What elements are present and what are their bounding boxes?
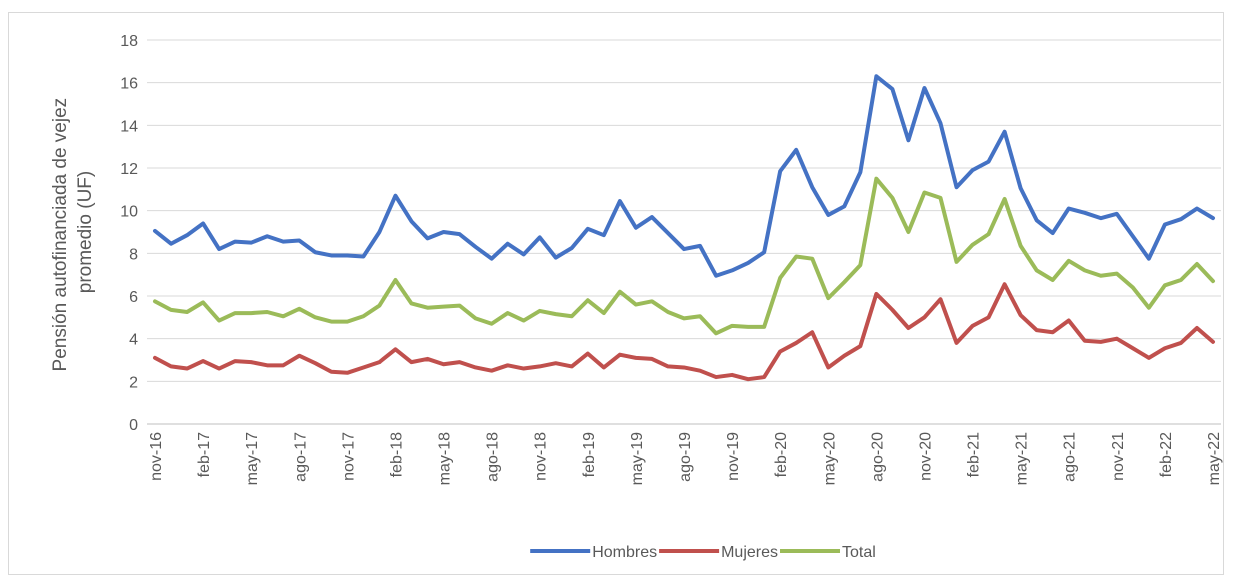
x-tick-label: feb-20 bbox=[773, 432, 790, 477]
x-tick-label: may-17 bbox=[244, 432, 261, 485]
series-line bbox=[153, 176, 1215, 336]
x-tick-label: nov-17 bbox=[340, 432, 357, 481]
y-axis-title-line: promedio (UF) bbox=[75, 171, 96, 293]
x-tick-label: feb-17 bbox=[196, 432, 213, 477]
y-tick-label: 2 bbox=[129, 374, 138, 391]
y-tick-label: 4 bbox=[129, 332, 138, 349]
x-tick-label: feb-19 bbox=[581, 432, 598, 477]
x-tick-label: feb-18 bbox=[388, 432, 405, 477]
x-tick-label: nov-16 bbox=[148, 432, 165, 481]
x-tick-label: feb-21 bbox=[966, 432, 983, 477]
y-tick-label: 6 bbox=[129, 289, 138, 306]
series-line bbox=[153, 282, 1215, 382]
chart-border bbox=[8, 12, 1224, 575]
x-tick-label: nov-20 bbox=[917, 432, 934, 481]
y-tick-label: 10 bbox=[120, 204, 138, 221]
x-tick-label: may-19 bbox=[629, 432, 646, 485]
y-tick-label: 12 bbox=[120, 161, 138, 178]
y-tick-label: 16 bbox=[120, 76, 138, 93]
y-axis-title-line: Pensión autofinanciada de vejez bbox=[50, 98, 71, 372]
x-tick-label: may-21 bbox=[1014, 432, 1031, 485]
y-axis-title: Pensión autofinanciada de vejez promedio… bbox=[50, 93, 96, 372]
x-tick-label: nov-18 bbox=[533, 432, 550, 481]
x-tick-label: may-18 bbox=[437, 432, 454, 485]
x-tick-label: ago-21 bbox=[1062, 432, 1079, 482]
x-tick-label: ago-18 bbox=[485, 432, 502, 482]
legend: Hombres Mujeres Total bbox=[530, 544, 876, 561]
x-tick-label: feb-22 bbox=[1158, 432, 1175, 477]
legend-label: Mujeres bbox=[721, 544, 778, 561]
y-tick-label: 14 bbox=[120, 118, 138, 135]
x-tick-label: ago-17 bbox=[292, 432, 309, 482]
y-tick-label: 18 bbox=[120, 33, 138, 50]
legend-label: Total bbox=[842, 544, 876, 561]
x-tick-label: nov-19 bbox=[725, 432, 742, 481]
series-line bbox=[153, 74, 1215, 278]
legend-label: Hombres bbox=[592, 544, 657, 561]
x-tick-label: nov-21 bbox=[1110, 432, 1127, 481]
x-tick-label: ago-19 bbox=[677, 432, 694, 482]
y-tick-label: 8 bbox=[129, 246, 138, 263]
x-tick-label: may-22 bbox=[1206, 432, 1223, 485]
x-tick-label: ago-20 bbox=[869, 432, 886, 482]
y-tick-label: 0 bbox=[129, 417, 138, 434]
x-tick-label: may-20 bbox=[821, 432, 838, 485]
